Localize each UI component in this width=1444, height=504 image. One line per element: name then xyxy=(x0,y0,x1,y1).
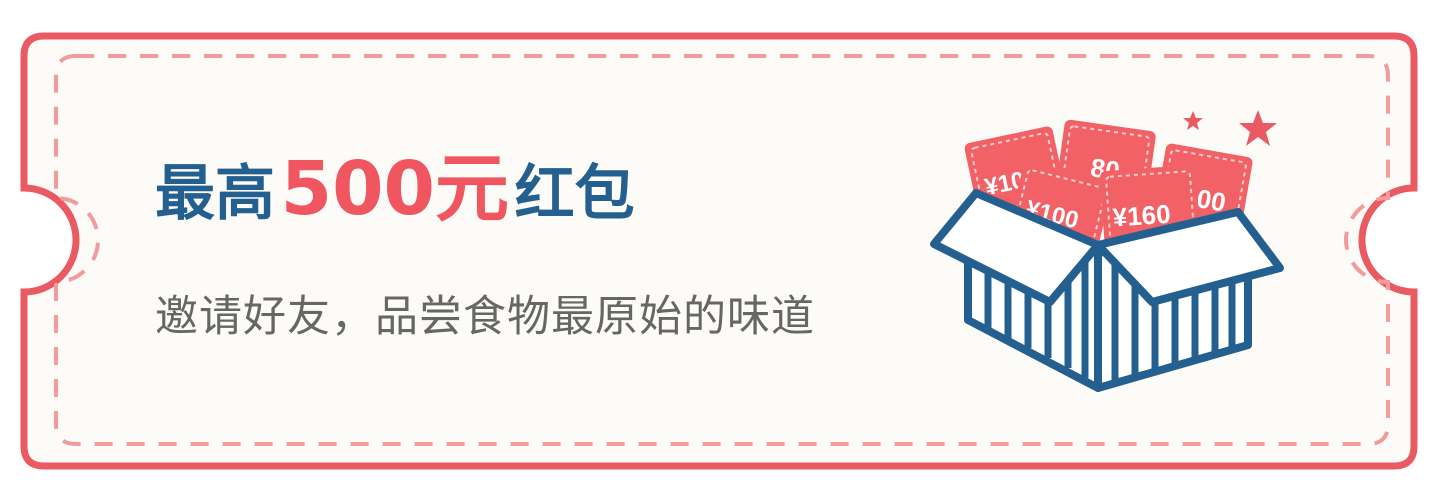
headline-prefix: 最高 xyxy=(155,159,275,229)
small-star-icon xyxy=(1183,111,1203,130)
box-flap-right xyxy=(1094,208,1284,306)
gift-box-illustration: ¥100 80 100 ¥100 ¥160 xyxy=(930,110,1284,392)
headline-amount: 500元 xyxy=(280,146,510,232)
headline: 最高 500元 红包 xyxy=(155,152,635,226)
headline-suffix: 红包 xyxy=(514,159,635,229)
large-star-icon xyxy=(1239,110,1277,146)
subtitle: 邀请好友，品尝食物最原始的味道 xyxy=(155,292,815,342)
